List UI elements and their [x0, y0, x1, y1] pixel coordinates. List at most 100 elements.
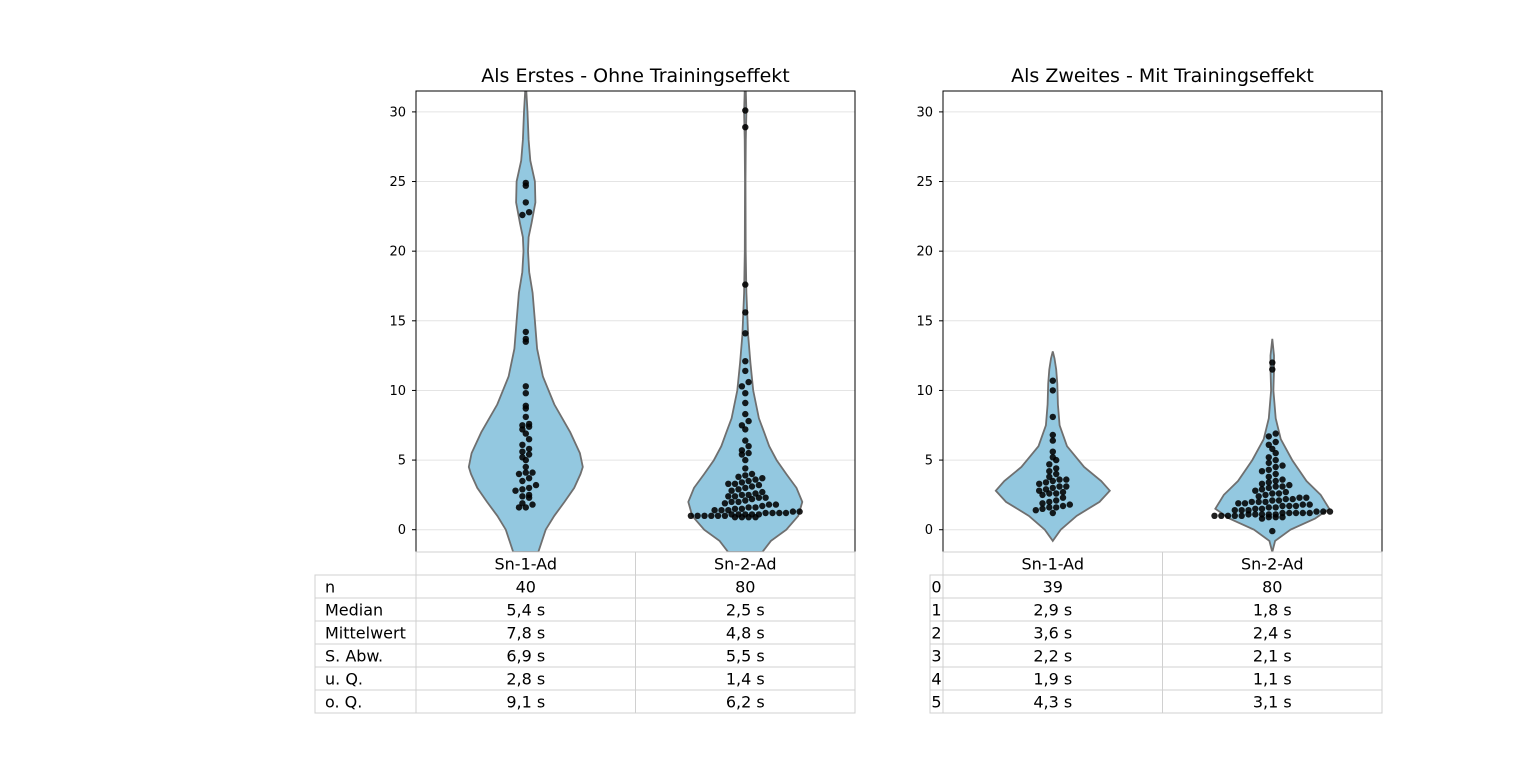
data-point — [1275, 497, 1283, 504]
panel-title: Als Erstes - Ohne Trainingseffekt — [481, 65, 789, 87]
data-point — [515, 504, 523, 511]
data-point — [714, 512, 722, 519]
data-point — [1039, 505, 1046, 512]
data-point — [1292, 509, 1300, 517]
data-point — [522, 469, 529, 476]
data-point — [1326, 508, 1334, 515]
data-point — [738, 491, 746, 499]
stats-table: Sn-1-Ad Sn-2-Ad 0 39 80 1 2,9 s 1,8 s 2 3,6 s 2,4 … — [929, 551, 1383, 714]
data-point — [772, 501, 780, 508]
data-point — [752, 514, 759, 521]
data-point — [519, 441, 526, 448]
y-tick-label: 25 — [916, 175, 933, 190]
table-row-label: o. Q. — [325, 693, 362, 712]
data-point — [1258, 515, 1266, 522]
data-point — [1265, 433, 1273, 440]
data-point — [532, 481, 540, 489]
data-point — [1039, 491, 1046, 499]
panel-1: 0 5 10 15 20 25 30 Als Erstes - Ohne Trainingse… — [314, 65, 856, 714]
data-point — [742, 281, 749, 288]
data-point — [525, 475, 533, 482]
data-point — [759, 475, 766, 482]
data-point — [748, 470, 756, 478]
data-point — [701, 512, 708, 519]
data-point — [1272, 456, 1279, 464]
data-point — [721, 500, 729, 507]
data-point — [525, 209, 533, 216]
data-point — [735, 473, 742, 480]
table-row-label: Mittelwert — [325, 624, 406, 643]
data-point — [742, 437, 749, 444]
y-tick-label: 20 — [916, 245, 933, 260]
data-point — [525, 484, 533, 492]
violin-group — [467, 91, 804, 552]
panel-title: Als Zweites - Mit Trainingseffekt — [1011, 65, 1314, 87]
data-point — [1049, 377, 1057, 384]
data-point — [1265, 514, 1273, 521]
violin-Sn-1-Ad — [467, 91, 584, 552]
data-point — [1313, 508, 1320, 515]
table-cell-value: 9,1 s — [506, 693, 545, 712]
data-point — [742, 484, 749, 492]
y-tick-label: 0 — [398, 523, 406, 538]
data-point — [519, 477, 526, 485]
data-point — [725, 480, 732, 487]
data-point — [752, 476, 759, 483]
data-point — [718, 507, 725, 514]
data-point — [1049, 413, 1057, 421]
table-row-label: 4 — [931, 670, 941, 689]
data-point — [1269, 359, 1276, 366]
data-point — [1224, 512, 1232, 519]
data-point — [1046, 468, 1053, 475]
data-point — [1269, 527, 1276, 535]
table-cell-value: 2,8 s — [506, 670, 545, 689]
data-point — [1053, 470, 1060, 478]
data-point — [522, 504, 529, 511]
data-point — [1039, 500, 1046, 507]
y-tick-label: 20 — [389, 245, 406, 260]
data-point — [1272, 514, 1279, 521]
data-point — [738, 451, 746, 458]
data-point — [1265, 459, 1273, 467]
data-point — [1272, 449, 1279, 457]
y-tick-label: 10 — [916, 384, 933, 399]
y-tick-label: 5 — [398, 454, 406, 469]
data-point — [522, 338, 529, 345]
y-tick-label: 25 — [389, 175, 406, 190]
data-point — [1066, 501, 1074, 508]
data-point — [1320, 508, 1327, 515]
data-point — [1306, 509, 1313, 517]
data-point — [1238, 512, 1245, 519]
data-point — [745, 477, 752, 485]
data-point — [1272, 430, 1279, 437]
table-cell-value: 1,1 s — [1253, 670, 1292, 689]
data-point — [522, 383, 529, 390]
violin-Sn-2-Ad — [687, 91, 804, 552]
data-point — [1258, 480, 1266, 487]
data-point — [731, 493, 739, 500]
data-point — [745, 443, 752, 450]
y-tick-label: 30 — [389, 105, 406, 120]
table-cell-value: 6,2 s — [726, 693, 765, 712]
data-point — [1235, 500, 1242, 507]
data-point — [731, 480, 739, 487]
data-point — [728, 487, 735, 494]
table-cell-value: 2,2 s — [1033, 647, 1072, 666]
data-point — [742, 497, 749, 504]
data-point — [1265, 484, 1273, 492]
data-point — [1275, 490, 1283, 497]
data-point — [1258, 486, 1266, 493]
data-point — [742, 367, 749, 375]
violin-Sn-1-Ad — [994, 351, 1112, 543]
data-point — [1265, 466, 1273, 473]
data-point — [755, 494, 763, 501]
data-point — [742, 410, 749, 418]
data-point — [796, 508, 803, 515]
table-header-label: Sn-1-Ad — [495, 555, 558, 574]
data-point — [1252, 505, 1259, 512]
data-point — [1279, 476, 1286, 483]
table-cell-value: 2,4 s — [1253, 624, 1292, 643]
data-point — [742, 358, 749, 365]
data-point — [1258, 505, 1266, 512]
